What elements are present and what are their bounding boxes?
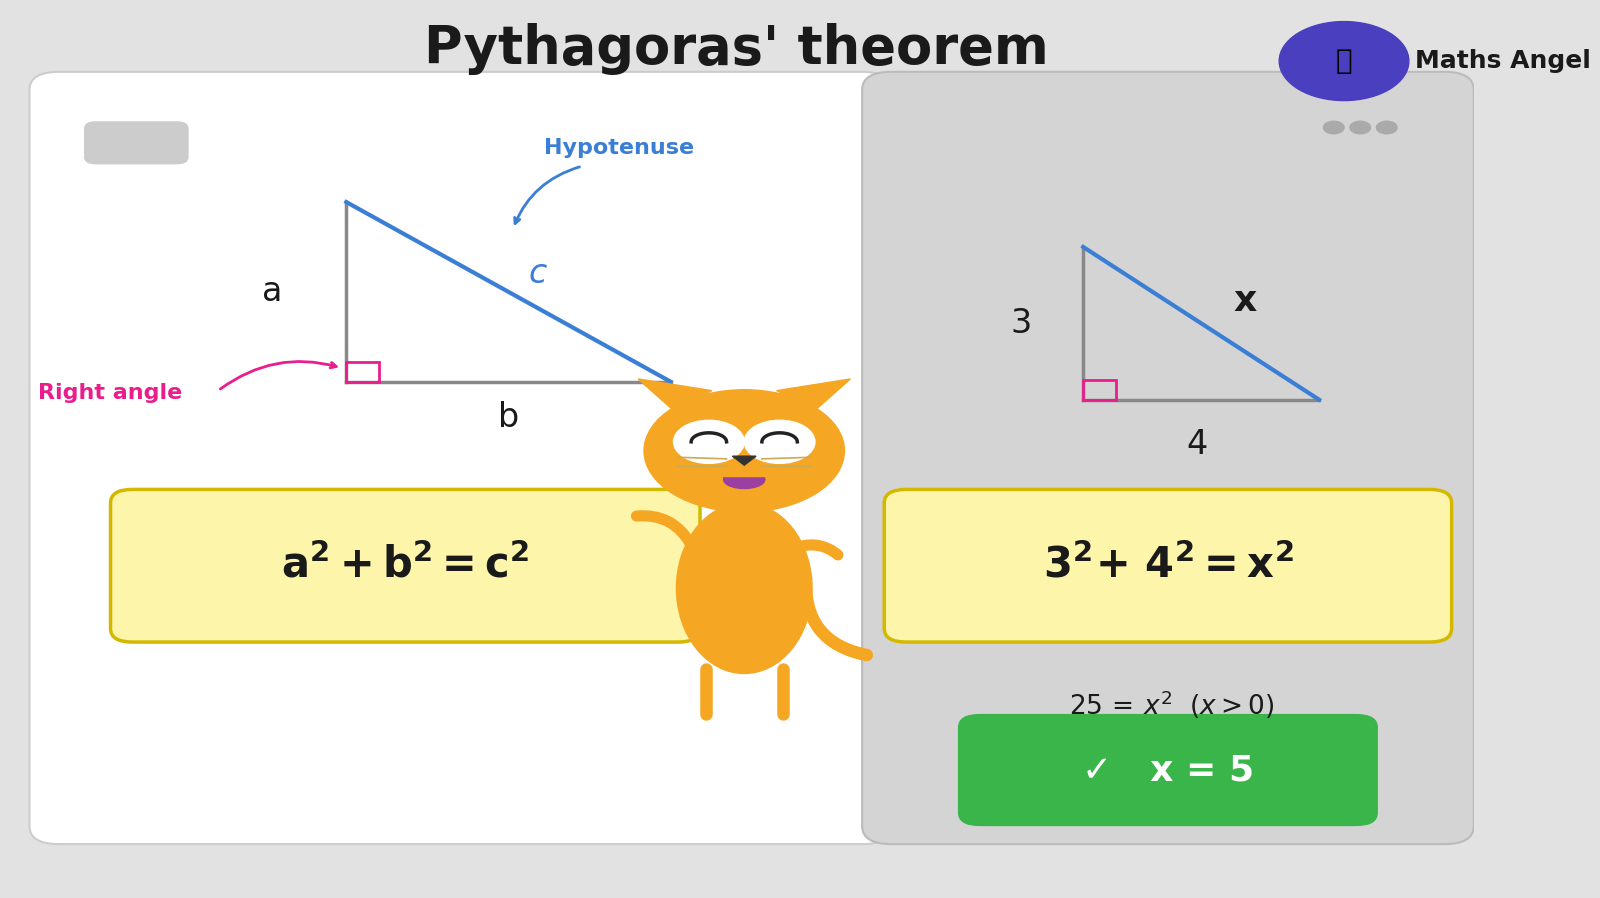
Polygon shape [776, 379, 850, 410]
Text: Hypotenuse: Hypotenuse [544, 138, 694, 158]
Text: 🦊: 🦊 [1336, 47, 1352, 75]
Text: 4: 4 [1186, 428, 1208, 461]
FancyBboxPatch shape [85, 121, 189, 164]
Polygon shape [733, 456, 757, 465]
Ellipse shape [723, 471, 765, 489]
Circle shape [1278, 22, 1410, 101]
Text: Maths Angel: Maths Angel [1414, 49, 1590, 73]
Circle shape [1350, 121, 1371, 134]
Text: $\mathbf{a^2 + b^2 = c^2}$: $\mathbf{a^2 + b^2 = c^2}$ [282, 544, 530, 587]
Text: b: b [498, 401, 518, 434]
Ellipse shape [677, 503, 813, 674]
FancyBboxPatch shape [110, 489, 701, 642]
Text: ✓   x = 5: ✓ x = 5 [1082, 753, 1254, 787]
Text: a: a [262, 276, 283, 308]
Circle shape [645, 390, 845, 512]
Text: $\mathbf{3^2\!+\,4^2 = x^2}$: $\mathbf{3^2\!+\,4^2 = x^2}$ [1043, 544, 1293, 587]
Bar [723, 467, 765, 476]
Bar [346, 362, 379, 382]
Text: 3: 3 [1011, 307, 1032, 339]
Bar [1083, 380, 1115, 400]
Text: Pythagoras' theorem: Pythagoras' theorem [424, 23, 1050, 75]
FancyBboxPatch shape [885, 489, 1451, 642]
Polygon shape [638, 379, 712, 410]
Circle shape [674, 420, 744, 463]
FancyBboxPatch shape [862, 72, 1474, 844]
Circle shape [1323, 121, 1344, 134]
Text: c: c [528, 258, 547, 290]
Text: Right angle: Right angle [38, 383, 182, 403]
FancyBboxPatch shape [958, 714, 1378, 826]
Circle shape [1376, 121, 1397, 134]
Text: x: x [1234, 284, 1258, 318]
Text: $25\,=\,x^2$  $(x > 0)$: $25\,=\,x^2$ $(x > 0)$ [1069, 689, 1275, 721]
FancyBboxPatch shape [29, 72, 891, 844]
Circle shape [744, 420, 814, 463]
